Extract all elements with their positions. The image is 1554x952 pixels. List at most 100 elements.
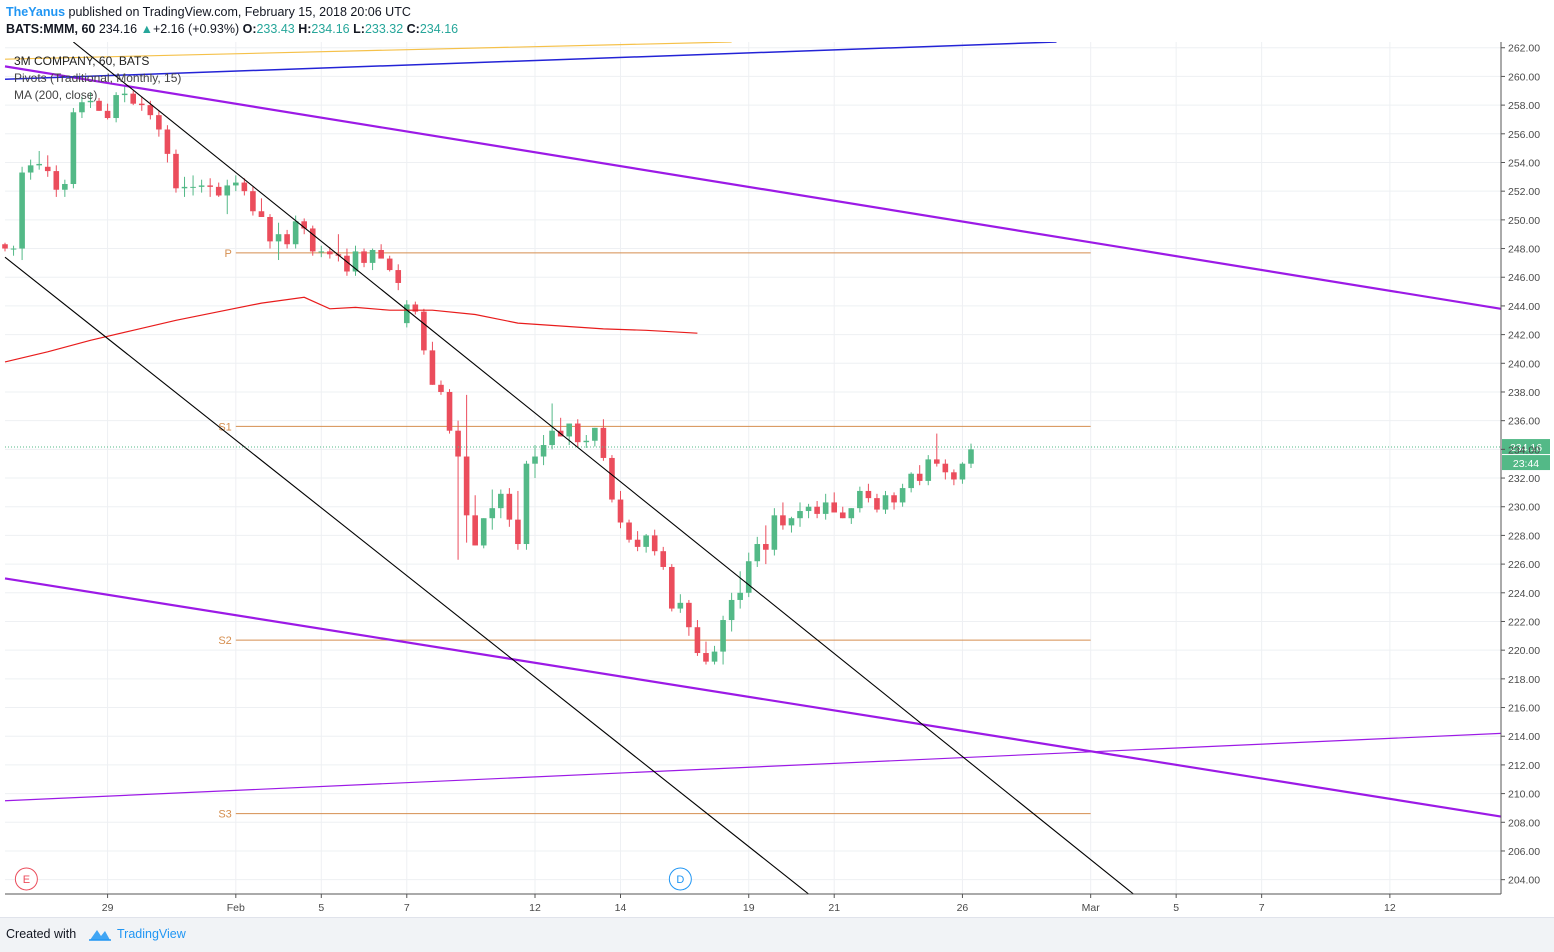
candle-body bbox=[113, 95, 119, 119]
high-value: 234.16 bbox=[311, 22, 350, 36]
candle-body bbox=[10, 248, 17, 250]
candle-body bbox=[53, 171, 60, 190]
candle-body bbox=[378, 249, 384, 259]
candle-body bbox=[916, 473, 923, 481]
candle-body bbox=[805, 506, 812, 512]
legend-indicator: MA (200, close) bbox=[14, 88, 97, 102]
candle-body bbox=[874, 498, 880, 510]
candle-body bbox=[412, 304, 419, 312]
symbol-label: BATS:MMM, 60 bbox=[6, 22, 96, 36]
x-tick-label: 5 bbox=[318, 902, 324, 914]
chart-header: TheYanus published on TradingView.com, F… bbox=[0, 0, 1554, 42]
candle-body bbox=[788, 518, 795, 526]
candle-body bbox=[780, 515, 786, 526]
y-tick-label: 254.00 bbox=[1508, 157, 1540, 169]
y-tick-label: 252.00 bbox=[1508, 186, 1540, 198]
y-tick-label: 258.00 bbox=[1508, 100, 1540, 112]
candle-body bbox=[352, 251, 359, 272]
candle-body bbox=[651, 535, 658, 552]
candle-body bbox=[540, 445, 547, 457]
y-tick-label: 244.00 bbox=[1508, 301, 1540, 313]
publish-info: published on TradingView.com, February 1… bbox=[68, 5, 411, 19]
y-tick-label: 220.00 bbox=[1508, 645, 1540, 657]
candle-body bbox=[831, 502, 838, 513]
x-tick-label: 7 bbox=[404, 902, 410, 914]
legend-symbol: 3M COMPANY, 60, BATS bbox=[14, 54, 149, 68]
candle-body bbox=[190, 186, 196, 188]
trendline-line bbox=[4, 65, 1502, 310]
candle-body bbox=[515, 519, 521, 545]
candle-body bbox=[472, 515, 478, 546]
drawings bbox=[4, 42, 1502, 895]
trendline-line bbox=[4, 42, 732, 60]
candle-body bbox=[925, 459, 932, 481]
tradingview-logo-icon[interactable] bbox=[88, 926, 112, 942]
candle-body bbox=[865, 490, 872, 499]
candle-body bbox=[104, 110, 111, 119]
pivot-label-s2: S2 bbox=[218, 635, 231, 647]
price-chart[interactable]: P S1 S2 S3 234.16 23:44 3M COMPANY, 60, BATS P… bbox=[0, 42, 1554, 917]
low-label: L: bbox=[353, 22, 365, 36]
candle-body bbox=[224, 185, 231, 196]
x-tick-label: 21 bbox=[828, 902, 840, 914]
axes: 262.00 260.00 258.00 256.00 254.00 252.00 250.… bbox=[5, 42, 1540, 914]
candle-body bbox=[566, 423, 573, 437]
candle-body bbox=[361, 251, 367, 263]
y-tick-label: 234.00 bbox=[1508, 444, 1540, 456]
candle-body bbox=[207, 185, 213, 187]
candle-body bbox=[275, 234, 282, 242]
y-tick-label: 262.00 bbox=[1508, 43, 1540, 55]
y-tick-label: 256.00 bbox=[1508, 129, 1540, 141]
candle-body bbox=[583, 440, 590, 443]
candle-body bbox=[309, 228, 316, 252]
moving-average bbox=[4, 296, 698, 363]
change-arrow-icon: ▲ bbox=[140, 22, 153, 36]
candle-body bbox=[438, 384, 444, 392]
tradingview-brand-link[interactable]: TradingView bbox=[117, 927, 186, 941]
candle-body bbox=[215, 186, 222, 196]
channel-line bbox=[73, 42, 1134, 895]
candle-body bbox=[771, 515, 778, 550]
open-label: O: bbox=[242, 22, 257, 36]
candle-body bbox=[686, 602, 692, 628]
candle-body bbox=[711, 651, 718, 662]
candle-body bbox=[728, 599, 735, 621]
open-value: 233.43 bbox=[256, 22, 295, 36]
candle-body bbox=[951, 472, 957, 480]
candle-body bbox=[429, 350, 436, 385]
candle-body bbox=[660, 551, 667, 567]
countdown-badge bbox=[1502, 455, 1550, 471]
close-value: 234.16 bbox=[419, 22, 459, 36]
candle-body bbox=[959, 463, 966, 480]
publish-line: TheYanus published on TradingView.com, F… bbox=[6, 5, 411, 19]
candle-body bbox=[797, 511, 803, 519]
pivot-label-s3: S3 bbox=[218, 809, 231, 821]
candle-body bbox=[138, 103, 145, 106]
high-label: H: bbox=[298, 22, 312, 36]
footer: Created with TradingView bbox=[0, 917, 1554, 952]
pivot-label-p: P bbox=[224, 248, 231, 260]
trendline-line bbox=[4, 42, 1057, 81]
candle-body bbox=[241, 182, 248, 192]
candle-body bbox=[643, 535, 649, 547]
candle-body bbox=[822, 502, 829, 514]
candle-body bbox=[19, 172, 25, 249]
candle-body bbox=[301, 221, 307, 229]
x-tick-label: Mar bbox=[1082, 902, 1101, 914]
y-tick-label: 214.00 bbox=[1508, 731, 1540, 743]
y-tick-label: 230.00 bbox=[1508, 502, 1540, 514]
marker-d-icon bbox=[668, 867, 692, 891]
candle-body bbox=[386, 258, 393, 271]
symbol-line: BATS:MMM, 60 234.16 ▲+2.16 (+0.93%) O:23… bbox=[6, 22, 458, 36]
author-link[interactable]: TheYanus bbox=[6, 5, 66, 19]
candle-body bbox=[549, 430, 555, 446]
candle-body bbox=[882, 495, 889, 510]
candle-body bbox=[480, 518, 487, 546]
x-tick-label: 19 bbox=[743, 902, 755, 914]
low-value: 233.32 bbox=[364, 22, 404, 36]
y-tick-label: 250.00 bbox=[1508, 215, 1540, 227]
candle-body bbox=[292, 221, 299, 245]
candle-body bbox=[455, 430, 461, 457]
trendline-line bbox=[4, 577, 1502, 818]
candle-body bbox=[908, 473, 914, 489]
